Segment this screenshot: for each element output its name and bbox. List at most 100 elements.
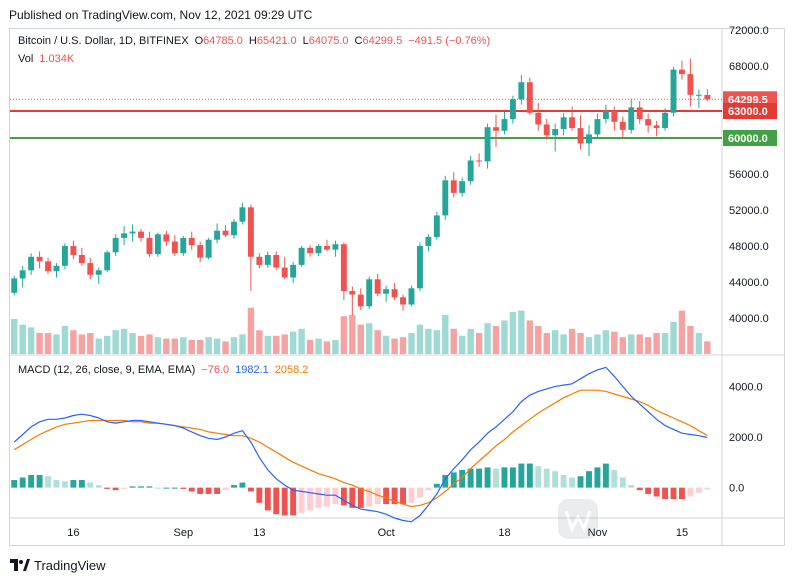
volume-legend: Vol 1.034K bbox=[18, 53, 80, 65]
open-value: 64785.0 bbox=[203, 35, 243, 47]
volume-bar bbox=[619, 337, 627, 354]
volume-bar bbox=[594, 334, 601, 354]
volume-bar bbox=[611, 331, 618, 354]
volume-bar bbox=[585, 337, 593, 354]
volume-bar bbox=[239, 334, 246, 354]
volume-bar bbox=[636, 334, 643, 354]
volume-bar bbox=[70, 330, 77, 354]
candle-body bbox=[695, 94, 702, 96]
volume-bar bbox=[695, 333, 703, 354]
candle-body bbox=[560, 117, 567, 129]
macd-histogram-bar bbox=[602, 463, 609, 488]
volume-bar bbox=[467, 328, 474, 354]
macd-histogram-bar bbox=[180, 487, 187, 489]
candle-body bbox=[70, 246, 77, 255]
macd-histogram-bar bbox=[247, 487, 254, 492]
macd-line-value: 1982.1 bbox=[235, 364, 269, 376]
change-value: −491.5 (−0.76%) bbox=[408, 35, 491, 47]
volume-bar bbox=[501, 320, 508, 354]
volume-bar bbox=[196, 340, 204, 354]
candle-body bbox=[95, 270, 102, 275]
volume-bar bbox=[256, 330, 263, 354]
candle-body bbox=[138, 231, 144, 238]
macd-histogram-bar bbox=[619, 477, 626, 488]
macd-histogram-bar bbox=[526, 463, 533, 488]
candle-body bbox=[679, 69, 685, 75]
volume-bar bbox=[687, 326, 694, 354]
macd-tick-label: 4000.0 bbox=[729, 381, 763, 393]
macd-histogram-bar bbox=[28, 474, 35, 488]
volume-bar bbox=[188, 340, 195, 354]
publish-header: Published on TradingView.com, Nov 12, 20… bbox=[0, 0, 793, 28]
macd-histogram-bar bbox=[509, 467, 516, 488]
macd-histogram-bar bbox=[349, 487, 356, 508]
candle-body bbox=[383, 289, 390, 294]
support-price-tag bbox=[723, 130, 777, 146]
macd-histogram-bar bbox=[450, 472, 457, 488]
macd-histogram-bar bbox=[679, 487, 685, 500]
macd-histogram-bar bbox=[70, 480, 77, 488]
candle-body bbox=[180, 237, 187, 254]
price-tick-label: 68000.0 bbox=[729, 61, 769, 73]
volume-bar bbox=[247, 307, 255, 354]
macd-histogram-bar bbox=[239, 482, 246, 488]
candle-body bbox=[11, 278, 18, 293]
candle-body bbox=[239, 207, 246, 222]
candle-body bbox=[298, 247, 305, 265]
volume-bar bbox=[129, 333, 136, 354]
candle-body bbox=[611, 111, 618, 122]
volume-bar bbox=[163, 338, 170, 354]
candle-body bbox=[281, 267, 288, 278]
resistance-price-tag-label: 63000.0 bbox=[728, 106, 768, 118]
close-label: C bbox=[354, 35, 363, 47]
candle-body bbox=[154, 234, 161, 255]
macd-histogram-bar bbox=[425, 487, 432, 491]
volume-bar bbox=[374, 330, 381, 354]
candle-body bbox=[467, 160, 474, 182]
macd-histogram-bar bbox=[552, 471, 559, 488]
macd-histogram-bar bbox=[154, 487, 161, 489]
macd-histogram-bar bbox=[104, 487, 111, 489]
volume-bar bbox=[27, 327, 35, 354]
volume-bar bbox=[87, 333, 94, 354]
candle-body bbox=[349, 291, 356, 295]
macd-hist-value: −76.0 bbox=[201, 364, 230, 376]
macd-histogram-bar bbox=[704, 487, 711, 490]
volume-bar bbox=[36, 333, 43, 354]
macd-histogram-bar bbox=[264, 487, 271, 511]
macd-histogram-bar bbox=[163, 487, 170, 489]
macd-histogram-bar bbox=[315, 487, 322, 508]
macd-histogram-bar bbox=[459, 469, 466, 488]
time-tick-label: 16 bbox=[67, 527, 79, 539]
published-text: Published on TradingView.com, Nov 12, 20… bbox=[9, 8, 313, 22]
candle-body bbox=[256, 256, 263, 265]
macd-histogram-bar bbox=[383, 487, 390, 505]
open-label: O bbox=[194, 35, 204, 47]
candle-body bbox=[146, 237, 153, 255]
macd-histogram-bar bbox=[231, 485, 237, 488]
volume-bar bbox=[670, 321, 677, 354]
macd-histogram-bar bbox=[569, 477, 576, 488]
macd-histogram-bar bbox=[594, 467, 601, 488]
candle-body bbox=[484, 127, 491, 162]
volume-bar bbox=[205, 337, 212, 354]
candle-body bbox=[416, 246, 423, 289]
candle-body bbox=[450, 180, 457, 193]
candle-body bbox=[104, 252, 111, 271]
close-value: 64299.5 bbox=[362, 35, 403, 47]
volume-bar bbox=[492, 326, 500, 354]
macd-signal-value: 2058.2 bbox=[274, 364, 309, 376]
candle-body bbox=[425, 237, 432, 246]
macd-histogram-bar bbox=[535, 466, 542, 488]
volume-bar bbox=[543, 333, 550, 354]
volume-bar bbox=[53, 334, 60, 354]
candle-body bbox=[19, 270, 26, 279]
volume-bar bbox=[628, 334, 635, 354]
candle-body bbox=[552, 129, 559, 136]
price-tick-label: 48000.0 bbox=[729, 241, 769, 253]
candle-body bbox=[526, 82, 533, 113]
macd-histogram-bar bbox=[222, 487, 229, 491]
candle-body bbox=[400, 297, 406, 305]
volume-bar bbox=[103, 335, 111, 354]
